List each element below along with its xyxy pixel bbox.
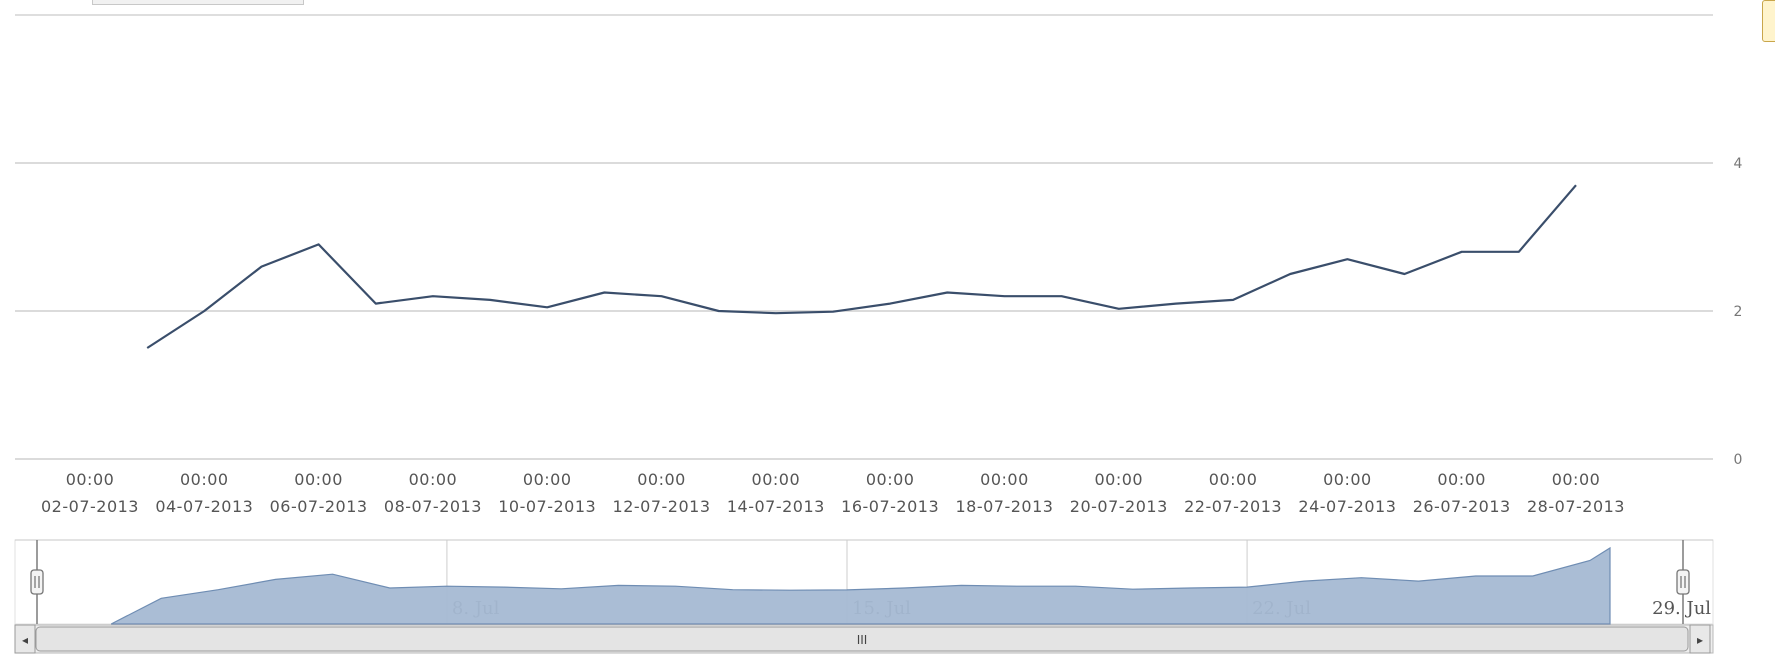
- data-point: [888, 301, 893, 306]
- data-point: [373, 301, 378, 306]
- data-point: [259, 264, 264, 269]
- data-point: [1516, 249, 1521, 254]
- data-point: [1574, 183, 1579, 188]
- export-menu-tab[interactable]: [1762, 0, 1775, 42]
- range-selector-remnant[interactable]: [92, 0, 304, 5]
- data-point: [202, 309, 207, 314]
- data-point: [145, 346, 150, 351]
- x-tick-date-label: 20-07-2013: [1070, 497, 1168, 516]
- data-point: [1459, 249, 1464, 254]
- x-tick-date-label: 16-07-2013: [841, 497, 939, 516]
- data-point: [1402, 272, 1407, 277]
- data-point: [831, 309, 836, 314]
- data-point: [773, 311, 778, 316]
- x-tick-date-label: 14-07-2013: [727, 497, 825, 516]
- x-tick-time-label: 00:00: [294, 470, 343, 489]
- x-tick-time-label: 00:00: [752, 470, 801, 489]
- y-tick-label: 4: [1734, 156, 1743, 172]
- navigator-left-handle[interactable]: [30, 569, 44, 595]
- data-point: [716, 309, 721, 314]
- x-tick-time-label: 00:00: [180, 470, 229, 489]
- y-tick-label: 0: [1734, 452, 1743, 468]
- navigator-right-handle[interactable]: [1676, 569, 1690, 595]
- data-point: [316, 242, 321, 247]
- data-point: [1002, 294, 1007, 299]
- data-point: [488, 297, 493, 302]
- x-tick-date-label: 06-07-2013: [270, 497, 368, 516]
- x-tick-date-label: 02-07-2013: [41, 497, 139, 516]
- x-tick-time-label: 00:00: [1094, 470, 1143, 489]
- data-point: [1059, 294, 1064, 299]
- x-tick-time-label: 00:00: [1323, 470, 1372, 489]
- data-point: [430, 294, 435, 299]
- data-point: [602, 290, 607, 295]
- x-tick-date-label: 22-07-2013: [1184, 497, 1282, 516]
- data-point: [545, 305, 550, 310]
- x-tick-date-label: 26-07-2013: [1413, 497, 1511, 516]
- navigator-date-label: 29. Jul: [1652, 598, 1711, 619]
- data-point: [1173, 301, 1178, 306]
- x-tick-date-label: 04-07-2013: [155, 497, 253, 516]
- scrollbar-grip-icon: III: [857, 633, 868, 647]
- scroll-right-arrow-icon: ▸: [1697, 633, 1703, 647]
- scroll-right-button[interactable]: [1689, 624, 1711, 654]
- data-point: [1231, 297, 1236, 302]
- x-tick-date-label: 18-07-2013: [955, 497, 1053, 516]
- x-tick-time-label: 00:00: [980, 470, 1029, 489]
- scrollbar-thumb[interactable]: [35, 626, 1689, 652]
- scroll-left-arrow-icon: ◂: [22, 633, 28, 647]
- data-point: [1116, 306, 1121, 311]
- x-tick-time-label: 00:00: [523, 470, 572, 489]
- y-tick-label: 2: [1734, 304, 1743, 320]
- navigator-area: [110, 546, 1611, 625]
- x-tick-time-label: 00:00: [866, 470, 915, 489]
- data-point: [1288, 272, 1293, 277]
- x-tick-time-label: 00:00: [1437, 470, 1486, 489]
- x-tick-time-label: 00:00: [66, 470, 115, 489]
- x-tick-time-label: 00:00: [1552, 470, 1601, 489]
- x-tick-time-label: 00:00: [1209, 470, 1258, 489]
- data-point: [659, 294, 664, 299]
- x-tick-date-label: 28-07-2013: [1527, 497, 1625, 516]
- x-tick-time-label: 00:00: [637, 470, 686, 489]
- series-line: [146, 184, 1577, 349]
- x-tick-date-label: 08-07-2013: [384, 497, 482, 516]
- data-point: [1345, 257, 1350, 262]
- scroll-left-button[interactable]: [14, 624, 36, 654]
- data-point: [945, 290, 950, 295]
- x-tick-time-label: 00:00: [409, 470, 458, 489]
- x-tick-date-label: 12-07-2013: [613, 497, 711, 516]
- x-tick-date-label: 10-07-2013: [498, 497, 596, 516]
- x-tick-date-label: 24-07-2013: [1298, 497, 1396, 516]
